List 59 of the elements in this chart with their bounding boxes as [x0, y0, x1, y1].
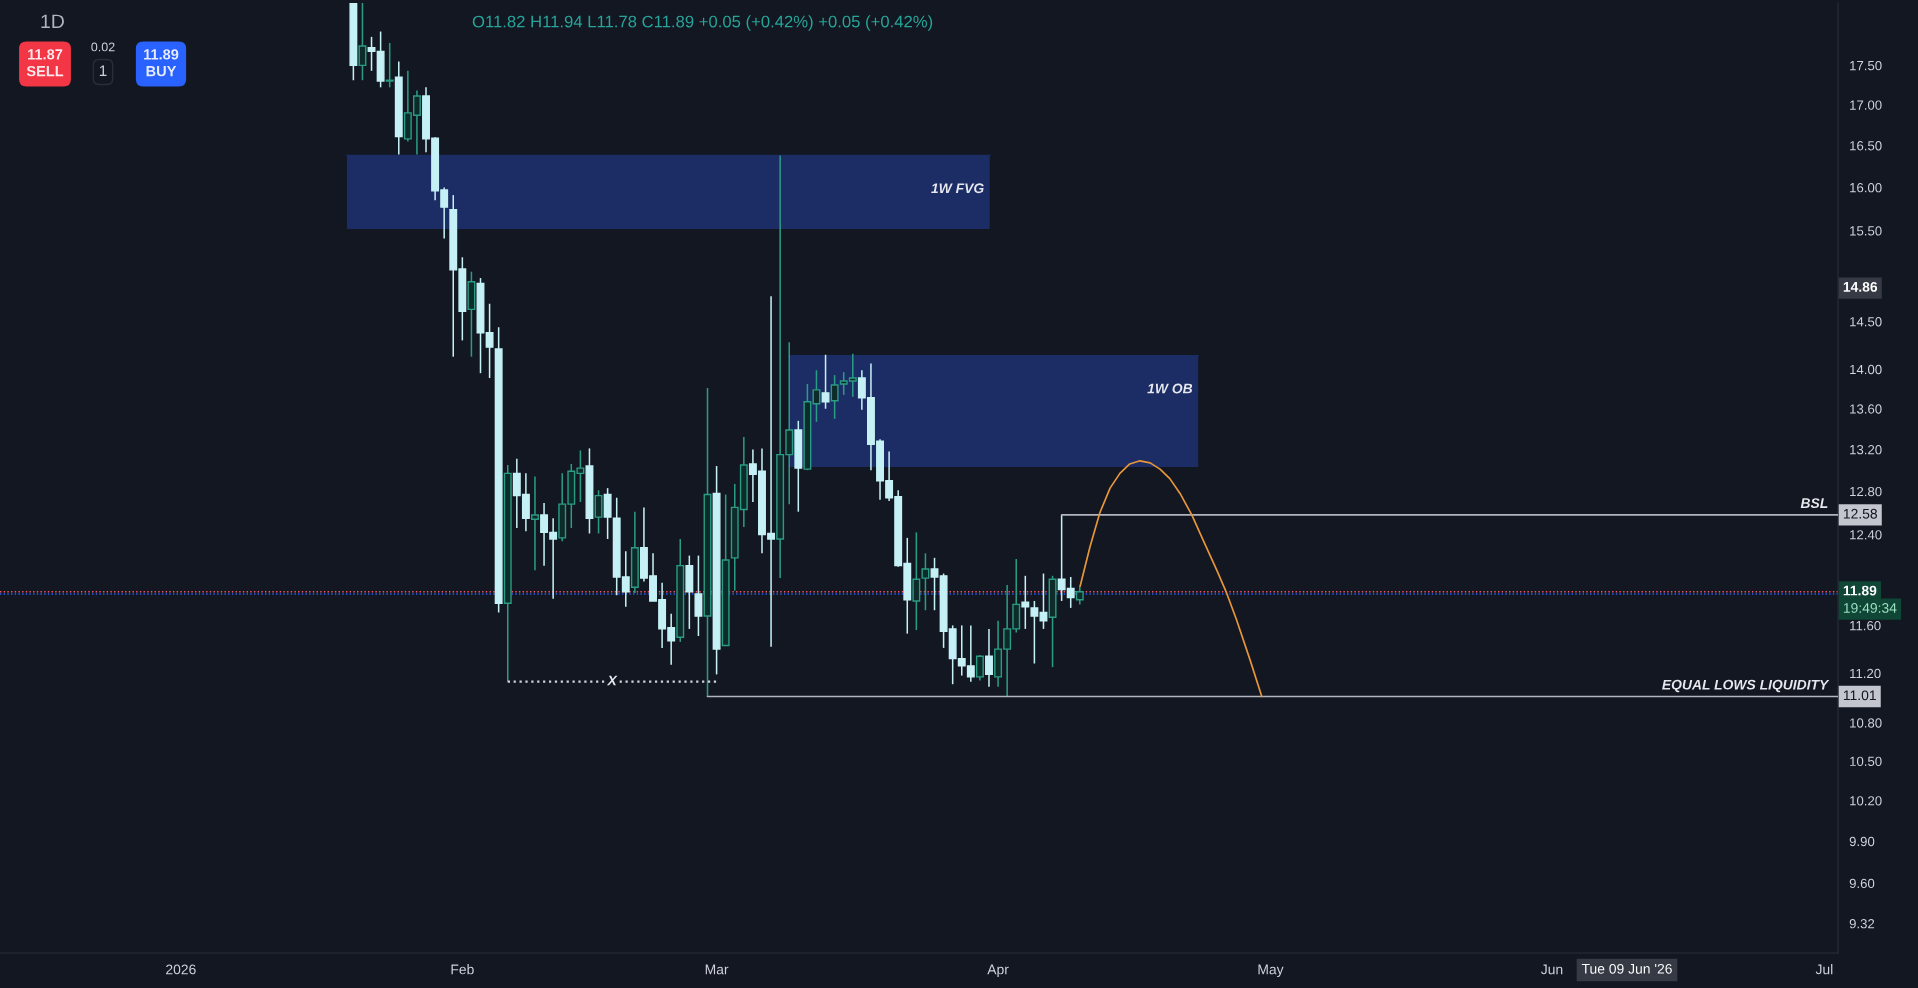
y-tick-label: 9.60 [1849, 878, 1875, 889]
candlestick [485, 302, 494, 379]
chart-title: 1D [41, 14, 64, 29]
y-tick-label: 11.20 [1850, 668, 1881, 679]
text: Tue 09 Jun '26 [1581, 963, 1672, 974]
candlestick [912, 531, 921, 631]
text: 1W FVG [931, 183, 984, 194]
candlestick [594, 489, 603, 535]
x-tick-label: Feb [451, 964, 474, 975]
x-tick-label: Mar [705, 964, 729, 975]
y-tick-label: 16.50 [1850, 141, 1882, 151]
candlestick [1021, 575, 1030, 630]
candlestick [531, 475, 539, 571]
y-tick-label: 13.60 [1850, 404, 1882, 414]
x-tick-label: May [1258, 964, 1284, 978]
text: 1W OB [1147, 383, 1193, 394]
candlestick [1030, 600, 1039, 665]
series-label: X [606, 675, 618, 686]
y-tick-label: 10.50 [1850, 756, 1882, 766]
candlestick [985, 628, 993, 688]
y-tick-label: 9.90 [1849, 836, 1875, 847]
annotation: 11.87 SELL [26, 49, 64, 77]
y-tick-label: 15.50 [1850, 226, 1882, 236]
y-tick-label: 14.50 [1850, 317, 1882, 327]
series-label: BSL [1800, 498, 1828, 509]
line-series [1079, 459, 1263, 698]
candlestick [358, 3, 367, 82]
candlestick [975, 654, 984, 682]
series-label: EQUAL LOWS LIQUIDITY [1662, 679, 1830, 693]
ref-line-label: 11.89 [1843, 585, 1877, 596]
y-tick-label: 13.20 [1850, 444, 1882, 455]
text: O11.82 H11.94 L11.78 C11.89 +0.05 (+0.42%) +0.05 (+0.42%) [472, 15, 933, 31]
y-tick-label: 12.40 [1850, 530, 1882, 540]
candlestick [930, 557, 939, 611]
y-tick-label: 9.32 [1849, 919, 1875, 929]
y-tick-label: 12.80 [1850, 486, 1882, 497]
y-tick-label: 11.60 [1850, 620, 1881, 631]
y-tick-label: 14.00 [1850, 364, 1882, 375]
candlestick [821, 354, 830, 410]
x-tick-label: 2026 [166, 964, 196, 975]
candlestick [694, 554, 703, 637]
candlestick [385, 42, 394, 89]
data-label: 11.01 [1843, 690, 1876, 701]
text: 19:49:34 [1843, 603, 1897, 613]
candlestick [921, 552, 930, 611]
x-tick-label: Jun [1540, 964, 1563, 975]
annotation: 1 [99, 65, 107, 76]
y-tick-label: 10.20 [1850, 796, 1882, 806]
y-tick-label: 10.80 [1850, 718, 1882, 728]
y-tick-label: 17.50 [1850, 60, 1882, 71]
x-tick-label: Apr [987, 964, 1009, 978]
data-label: 12.58 [1843, 508, 1878, 519]
y-tick-label: 16.00 [1850, 182, 1882, 193]
annotation: 11.89 BUY [144, 49, 179, 77]
annotation: 0.02 [91, 42, 115, 52]
candlestick [1075, 585, 1084, 606]
x-tick-label: Jul [1815, 964, 1833, 975]
annotation: 14.86 [1843, 281, 1878, 292]
y-tick-label: 17.00 [1850, 100, 1882, 110]
